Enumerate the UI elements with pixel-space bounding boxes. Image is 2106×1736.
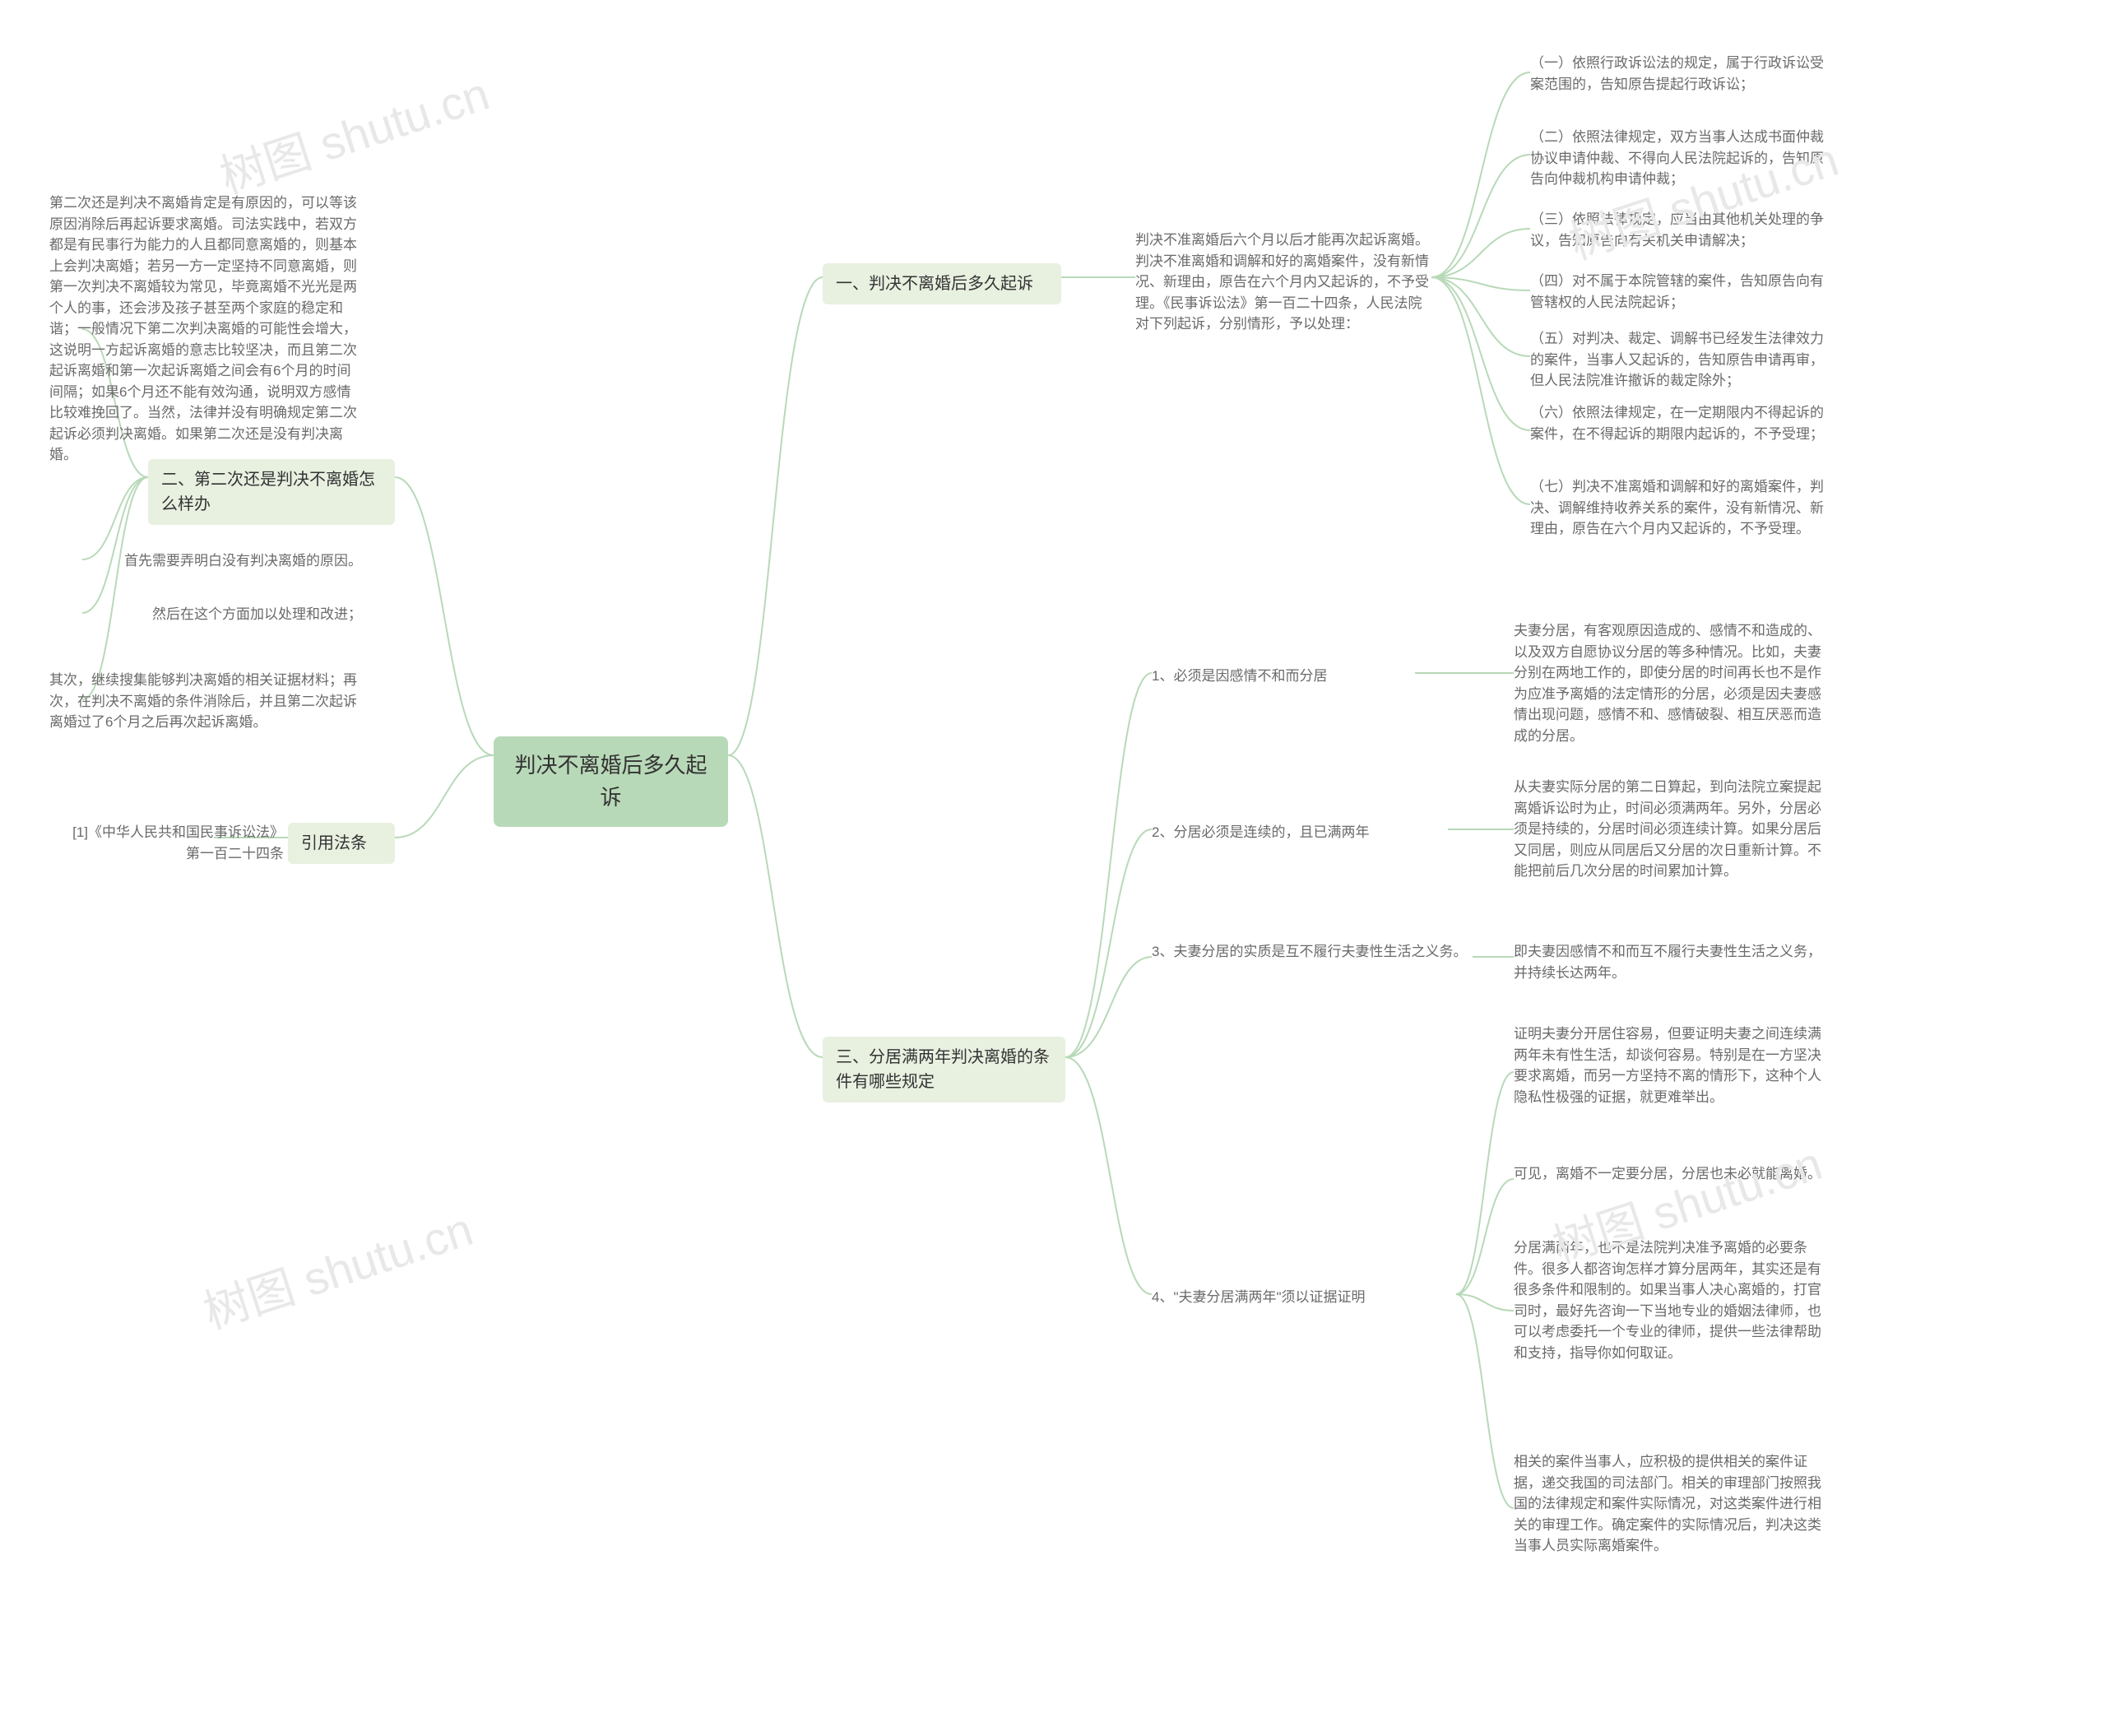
branch-3-item-4-detail-2: 可见，离婚不一定要分居，分居也未必就能离婚。 — [1514, 1160, 1826, 1188]
branch-3-item-4-detail-3: 分居满两年，也不是法院判决准予离婚的必要条件。很多人都咨询怎样才算分居两年，其实… — [1514, 1234, 1826, 1367]
branch-3-item-1: 1、必须是因感情不和而分居 — [1152, 662, 1415, 690]
branch-2-item-2: 首先需要弄明白没有判决离婚的原因。 — [107, 547, 362, 575]
branch-1-item-6: （六）依照法律规定，在一定期限内不得起诉的案件，在不得起诉的期限内起诉的，不予受… — [1530, 399, 1826, 448]
branch-3-item-2: 2、分居必须是连续的，且已满两年 — [1152, 819, 1448, 847]
branch-1-item-1: （一）依照行政诉讼法的规定，属于行政诉讼受案范围的，告知原告提起行政诉讼； — [1530, 49, 1826, 98]
branch-1-item-3: （三）依照法律规定，应当由其他机关处理的争议，告知原告向有关机关申请解决； — [1530, 206, 1826, 254]
branch-law-item-1: [1]《中华人民共和国民事诉讼法》 第一百二十四条 — [66, 819, 284, 867]
branch-2: 二、第二次还是判决不离婚怎么样办 — [148, 459, 395, 525]
branch-1-item-2: （二）依照法律规定，双方当事人达成书面仲裁协议申请仲裁、不得向人民法院起诉的，告… — [1530, 123, 1826, 193]
branch-1-item-7: （七）判决不准离婚和调解和好的离婚案件，判决、调解维持收养关系的案件，没有新情况… — [1530, 473, 1826, 543]
branch-law: 引用法条 — [288, 823, 395, 864]
branch-1: 一、判决不离婚后多久起诉 — [823, 263, 1061, 304]
branch-1-item-5: （五）对判决、裁定、调解书已经发生法律效力的案件，当事人又起诉的，告知原告申请再… — [1530, 325, 1826, 395]
branch-1-item-4: （四）对不属于本院管辖的案件，告知原告向有管辖权的人民法院起诉； — [1530, 267, 1826, 316]
branch-3-item-3: 3、夫妻分居的实质是互不履行夫妻性生活之义务。 — [1152, 938, 1473, 966]
branch-2-item-4: 其次，继续搜集能够判决离婚的相关证据材料；再次，在判决不离婚的条件消除后，并且第… — [49, 666, 362, 736]
root-node: 判决不离婚后多久起诉 — [494, 736, 728, 827]
branch-3-item-4: 4、"夫妻分居满两年"须以证据证明 — [1152, 1283, 1456, 1311]
branch-2-item-1: 第二次还是判决不离婚肯定是有原因的，可以等该原因消除后再起诉要求离婚。司法实践中… — [49, 189, 362, 469]
branch-3: 三、分居满两年判决离婚的条件有哪些规定 — [823, 1037, 1065, 1102]
branch-3-item-1-detail: 夫妻分居，有客观原因造成的、感情不和造成的、以及双方自愿协议分居的等多种情况。比… — [1514, 617, 1826, 750]
branch-3-item-2-detail: 从夫妻实际分居的第二日算起，到向法院立案提起离婚诉讼时为止，时间必须满两年。另外… — [1514, 773, 1826, 885]
branch-3-item-4-detail-1: 证明夫妻分开居住容易，但要证明夫妻之间连续满两年未有性生活，却谈何容易。特别是在… — [1514, 1020, 1826, 1111]
branch-3-item-4-detail-4: 相关的案件当事人，应积极的提供相关的案件证据，递交我国的司法部门。相关的审理部门… — [1514, 1448, 1826, 1560]
branch-1-intro: 判决不准离婚后六个月以后才能再次起诉离婚。判决不准离婚和调解和好的离婚案件，没有… — [1135, 226, 1431, 338]
branch-3-item-3-detail: 即夫妻因感情不和而互不履行夫妻性生活之义务，并持续长达两年。 — [1514, 938, 1826, 986]
branch-2-item-3: 然后在这个方面加以处理和改进； — [136, 601, 362, 629]
